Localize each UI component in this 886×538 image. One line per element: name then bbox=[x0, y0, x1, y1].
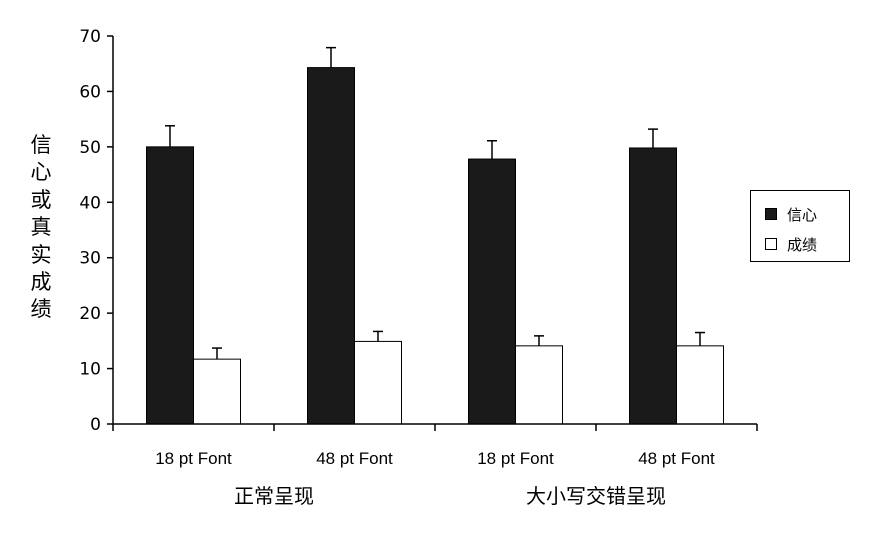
y-tick-label-7: 70 bbox=[79, 27, 101, 47]
y-tick-label-0: 0 bbox=[90, 415, 101, 435]
x-tick-label-3: 48 pt Font bbox=[638, 449, 715, 468]
y-tick-label-5: 50 bbox=[79, 138, 101, 158]
y-tick-label-2: 20 bbox=[79, 304, 101, 324]
bar-1-1 bbox=[354, 340, 402, 425]
x-tick-label-1: 48 pt Font bbox=[316, 449, 393, 468]
bar-0-2 bbox=[468, 158, 516, 425]
legend-swatch-score bbox=[765, 238, 777, 250]
y-tick-label-4: 40 bbox=[79, 193, 101, 213]
legend-swatch-confidence bbox=[765, 208, 777, 220]
bar-1-0 bbox=[193, 358, 241, 425]
legend: 信心 成绩 bbox=[750, 190, 850, 262]
y-tick-label-1: 10 bbox=[79, 360, 101, 380]
legend-label-confidence: 信心 bbox=[787, 205, 818, 224]
y-axis-label: 信心或真实成绩 bbox=[30, 133, 52, 322]
legend-item-confidence: 信心 bbox=[765, 205, 818, 224]
x-tick-label-0: 18 pt Font bbox=[155, 449, 232, 468]
bar-0-3 bbox=[629, 147, 677, 425]
bar-1-2 bbox=[515, 345, 563, 425]
bar-1-3 bbox=[676, 345, 724, 425]
bar-0-1 bbox=[307, 67, 355, 425]
y-tick-label-3: 30 bbox=[79, 249, 101, 269]
x-tick-label-2: 18 pt Font bbox=[477, 449, 554, 468]
group-label-1: 大小写交错呈现 bbox=[526, 484, 666, 508]
y-tick-label-6: 60 bbox=[79, 82, 101, 102]
group-label-0: 正常呈现 bbox=[234, 484, 314, 508]
legend-item-score: 成绩 bbox=[765, 235, 818, 254]
bar-0-0 bbox=[146, 146, 194, 425]
legend-label-score: 成绩 bbox=[787, 235, 818, 254]
